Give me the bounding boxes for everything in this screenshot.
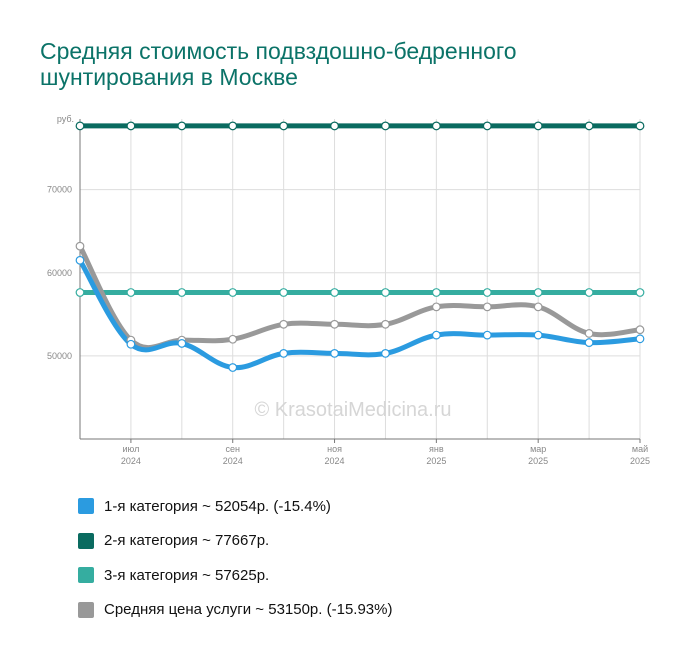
data-point: [381, 348, 390, 358]
x-tick-label: ноя: [327, 444, 342, 454]
legend-label: Средняя цена услуги ~ 53150р. (-15.93%): [104, 601, 393, 619]
data-point: [279, 348, 289, 358]
data-points: [75, 121, 645, 372]
data-point: [482, 330, 492, 340]
data-point: [279, 121, 289, 131]
data-point: [279, 319, 289, 329]
legend-label: 2-я категория ~ 77667р.: [104, 532, 270, 550]
grid: [79, 119, 641, 439]
data-point: [177, 339, 187, 348]
data-point: [330, 288, 339, 297]
data-point: [584, 121, 594, 131]
data-point: [533, 288, 543, 297]
series-lines: [77, 123, 643, 371]
data-point: [381, 288, 390, 297]
x-tick-year-label: 2025: [426, 456, 446, 466]
y-tick-label: 60000: [47, 268, 72, 278]
data-point: [635, 325, 645, 335]
line-chart: © KrasotaiMedicina.ru 50000 60000 70000 руб…: [47, 114, 650, 466]
data-point: [330, 348, 339, 358]
y-tick-label: 50000: [47, 351, 72, 361]
data-point: [126, 121, 136, 131]
x-tick-label: мар: [530, 444, 546, 454]
legend-swatch: [78, 498, 94, 515]
data-point: [126, 339, 136, 349]
data-point: [177, 121, 187, 131]
data-point: [431, 330, 441, 340]
data-point: [584, 338, 594, 347]
data-point: [635, 121, 645, 131]
data-point: [126, 288, 136, 297]
x-tick-year-label: 2024: [325, 456, 345, 466]
data-point: [584, 329, 594, 338]
legend-swatch: [78, 601, 94, 618]
data-point: [75, 121, 85, 131]
data-point: [431, 288, 441, 297]
legend-swatch: [78, 532, 94, 549]
legend-item[interactable]: 2-я категория ~ 77667р.: [78, 524, 392, 559]
x-tick-year-label: 2025: [528, 456, 548, 466]
data-point: [431, 302, 441, 312]
x-tick-label: янв: [429, 444, 444, 454]
data-point: [584, 288, 594, 297]
data-point: [533, 330, 543, 340]
series-line: [77, 243, 643, 351]
legend-item[interactable]: 1-я категория ~ 52054р. (-15.4%): [78, 489, 392, 524]
data-point: [330, 121, 339, 131]
data-point: [381, 319, 390, 329]
legend-item[interactable]: 3-я категория ~ 57625р.: [78, 558, 392, 593]
data-point: [533, 302, 543, 312]
x-tick-label: сен: [225, 444, 240, 454]
chart-title: Средняя стоимость подвздошно-бедренного …: [40, 38, 517, 90]
data-point: [482, 302, 492, 312]
y-tick-label: 70000: [47, 185, 72, 195]
data-point: [533, 121, 543, 131]
legend-item[interactable]: Средняя цена услуги ~ 53150р. (-15.93%): [78, 593, 392, 628]
x-tick-label: май: [632, 444, 648, 454]
legend-label: 1-я категория ~ 52054р. (-15.4%): [104, 497, 331, 515]
watermark: © KrasotaiMedicina.ru: [254, 399, 451, 421]
data-point: [482, 121, 492, 131]
data-point: [75, 288, 85, 297]
x-tick-year-label: 2024: [223, 456, 243, 466]
legend-swatch: [78, 567, 94, 584]
data-point: [330, 319, 339, 329]
data-point: [75, 255, 85, 265]
data-point: [635, 288, 645, 297]
y-axis-unit-label: руб.: [57, 114, 74, 124]
data-point: [228, 334, 238, 344]
axes: 50000 60000 70000 руб. июл 2024 сен 2024 ноя 2024…: [47, 114, 650, 466]
data-point: [75, 241, 85, 251]
data-point: [228, 121, 238, 131]
data-point: [431, 121, 441, 131]
data-point: [635, 334, 645, 344]
x-tick-year-label: 2024: [121, 456, 141, 466]
x-tick-year-label: 2025: [630, 456, 650, 466]
data-point: [279, 288, 289, 297]
legend-label: 3-я категория ~ 57625р.: [104, 566, 270, 584]
data-point: [228, 288, 238, 297]
legend: 1-я категория ~ 52054р. (-15.4%) 2-я кат…: [78, 489, 392, 627]
data-point: [228, 363, 238, 372]
data-point: [381, 121, 390, 131]
x-tick-label: июл: [122, 444, 139, 454]
data-point: [177, 288, 187, 297]
data-point: [482, 288, 492, 297]
